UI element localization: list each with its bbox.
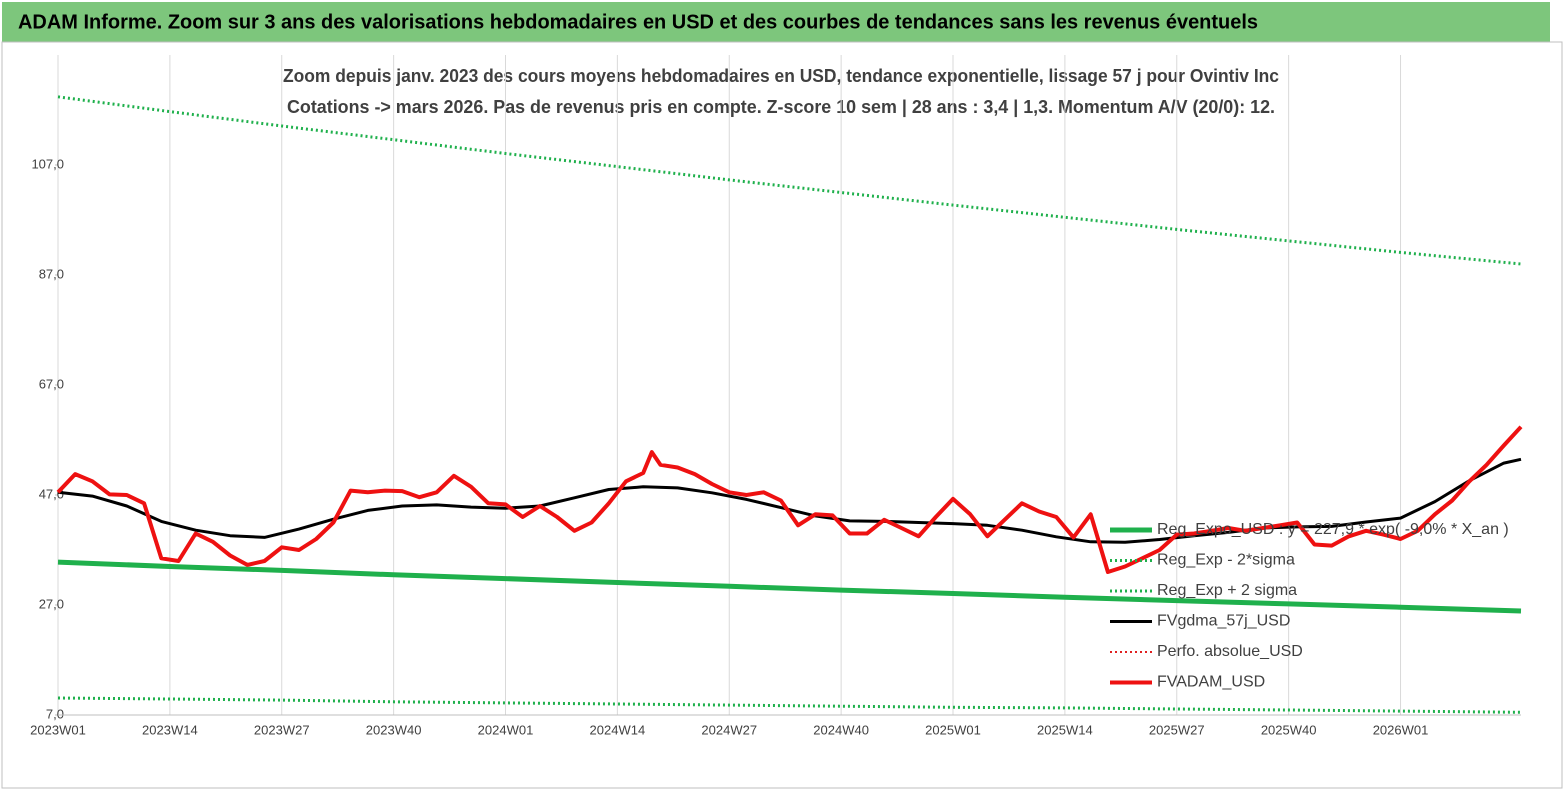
legend-label: Reg_Exp + 2 sigma: [1157, 582, 1297, 599]
legend-label: FVADAM_USD: [1157, 674, 1265, 691]
legend-label: Perfo. absolue_USD: [1157, 643, 1303, 660]
x-tick-label: 2025W14: [1037, 722, 1093, 737]
x-tick-label: 2025W01: [925, 722, 981, 737]
series-line: [57, 559, 1522, 614]
series-line: [57, 457, 1522, 544]
y-tick-label: 27,0: [39, 596, 64, 611]
x-tick-label: 2023W27: [254, 722, 310, 737]
y-tick-label: 107,0: [31, 156, 64, 171]
y-tick-label: 7,0: [46, 706, 64, 721]
x-tick-label: 2023W14: [142, 722, 198, 737]
x-tick-label: 2024W40: [813, 722, 869, 737]
y-tick-label: 87,0: [39, 266, 64, 281]
series-line: [57, 95, 1522, 266]
x-tick-label: 2024W27: [701, 722, 757, 737]
legend-label: Reg_Exp - 2*sigma: [1157, 552, 1295, 569]
y-tick-label: 67,0: [39, 376, 64, 391]
chart-frame: [1, 41, 1563, 789]
chart-title: ADAM Informe. Zoom sur 3 ans des valoris…: [18, 11, 1258, 33]
x-tick-label: 2023W01: [30, 722, 86, 737]
chart-subtitle: Zoom depuis janv. 2023 des cours moyens …: [283, 66, 1279, 86]
header-band: [2, 2, 1550, 42]
x-tick-label: 2024W01: [478, 722, 534, 737]
x-tick-label: 2024W14: [590, 722, 646, 737]
x-tick-label: 2025W27: [1149, 722, 1205, 737]
x-tick-label: 2026W01: [1373, 722, 1429, 737]
chart-subtitle: Cotations -> mars 2026. Pas de revenus p…: [287, 97, 1275, 117]
x-tick-label: 2023W40: [366, 722, 422, 737]
x-tick-label: 2025W40: [1261, 722, 1317, 737]
series-line: [56, 425, 1523, 574]
legend-label: FVgdma_57j_USD: [1157, 613, 1290, 630]
legend-label: Reg_Expo_USD : y = 227,9 * exp( -9,0% * …: [1157, 521, 1509, 538]
